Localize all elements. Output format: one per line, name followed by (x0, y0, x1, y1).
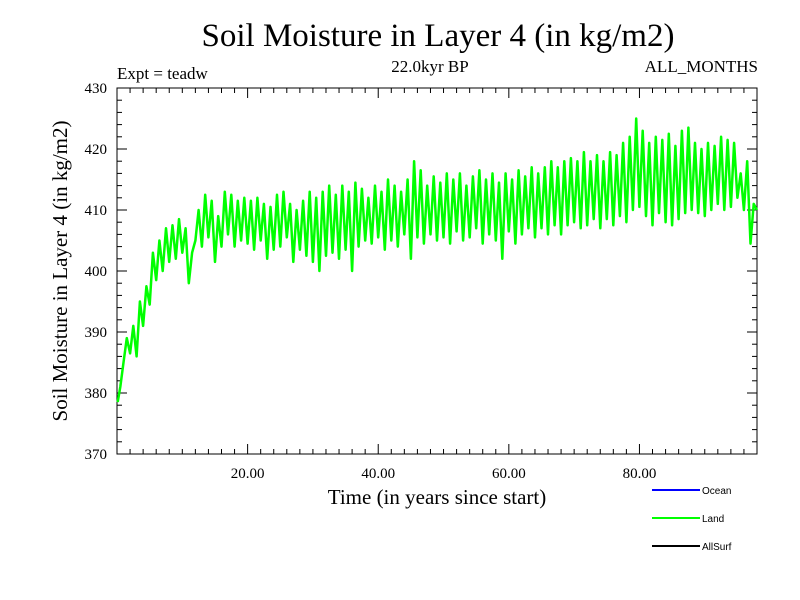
months-label: ALL_MONTHS (645, 57, 758, 76)
chart-title: Soil Moisture in Layer 4 (in kg/m2) (202, 18, 675, 54)
y-tick-label: 400 (85, 264, 108, 280)
y-axis: 370 380 390 400 410 420 430 (85, 81, 757, 463)
x-tick-label: 40.00 (361, 466, 395, 482)
legend: Ocean Land AllSurf (652, 486, 732, 553)
experiment-label: Expt = teadw (117, 64, 209, 83)
x-axis-label: Time (in years since start) (328, 485, 547, 509)
y-tick-label: 420 (85, 142, 108, 158)
period-label: 22.0kyr BP (391, 57, 468, 76)
x-tick-label: 80.00 (623, 466, 657, 482)
y-tick-label: 410 (85, 203, 108, 219)
series-layer (116, 117, 759, 403)
legend-label-land: Land (702, 514, 724, 525)
y-axis-label: Soil Moisture in Layer 4 (in kg/m2) (48, 121, 72, 422)
legend-label-allsurf: AllSurf (702, 542, 732, 553)
x-axis: 20.00 40.00 60.00 80.00 (129, 88, 745, 482)
x-tick-label: 60.00 (492, 466, 526, 482)
legend-label-ocean: Ocean (702, 486, 731, 497)
y-tick-label: 370 (85, 447, 108, 463)
y-tick-label: 380 (85, 386, 108, 402)
x-tick-label: 20.00 (231, 466, 265, 482)
y-tick-label: 390 (85, 325, 108, 341)
y-tick-label: 430 (85, 81, 108, 97)
series-line-land (116, 117, 759, 403)
